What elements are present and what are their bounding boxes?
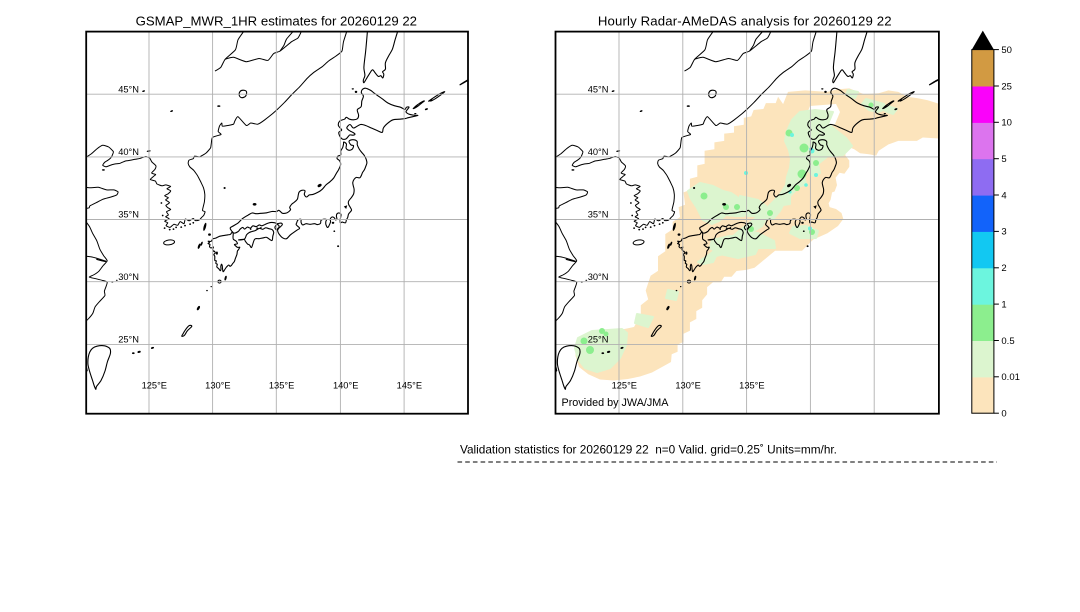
svg-text:4: 4 [1001,190,1006,201]
svg-text:145°E: 145°E [397,381,422,391]
svg-text:25°N: 25°N [118,335,139,345]
svg-text:35°N: 35°N [118,210,139,220]
svg-text:25°N: 25°N [588,335,609,345]
svg-text:40°N: 40°N [588,147,609,157]
svg-text:Hourly Radar-AMeDAS analysis f: Hourly Radar-AMeDAS analysis for 2026012… [598,13,892,28]
svg-text:45°N: 45°N [118,84,139,94]
svg-text:25: 25 [1001,81,1012,92]
svg-text:130°E: 130°E [205,381,230,391]
svg-text:50: 50 [1001,45,1012,56]
svg-text:30°N: 30°N [588,272,609,282]
svg-text:0.01: 0.01 [1001,372,1020,383]
svg-text:130°E: 130°E [675,381,700,391]
svg-text:35°N: 35°N [588,210,609,220]
svg-text:2: 2 [1001,263,1006,274]
svg-text:30°N: 30°N [118,272,139,282]
svg-text:Validation statistics for 2026: Validation statistics for 20260129 22 n=… [460,443,837,457]
svg-text:125°E: 125°E [142,381,167,391]
svg-text:1: 1 [1001,299,1006,310]
svg-text:140°E: 140°E [333,381,358,391]
svg-text:Provided by JWA/JMA: Provided by JWA/JMA [562,397,670,409]
svg-text:3: 3 [1001,227,1006,238]
svg-text:GSMAP_MWR_1HR estimates for 20: GSMAP_MWR_1HR estimates for 20260129 22 [136,13,417,28]
svg-text:45°N: 45°N [588,84,609,94]
svg-text:0: 0 [1001,409,1006,420]
svg-text:40°N: 40°N [118,147,139,157]
svg-text:135°E: 135°E [739,381,764,391]
svg-text:5: 5 [1001,154,1006,165]
svg-text:135°E: 135°E [269,381,294,391]
svg-text:125°E: 125°E [612,381,637,391]
svg-text:10: 10 [1001,118,1012,129]
svg-text:0.5: 0.5 [1001,336,1014,347]
